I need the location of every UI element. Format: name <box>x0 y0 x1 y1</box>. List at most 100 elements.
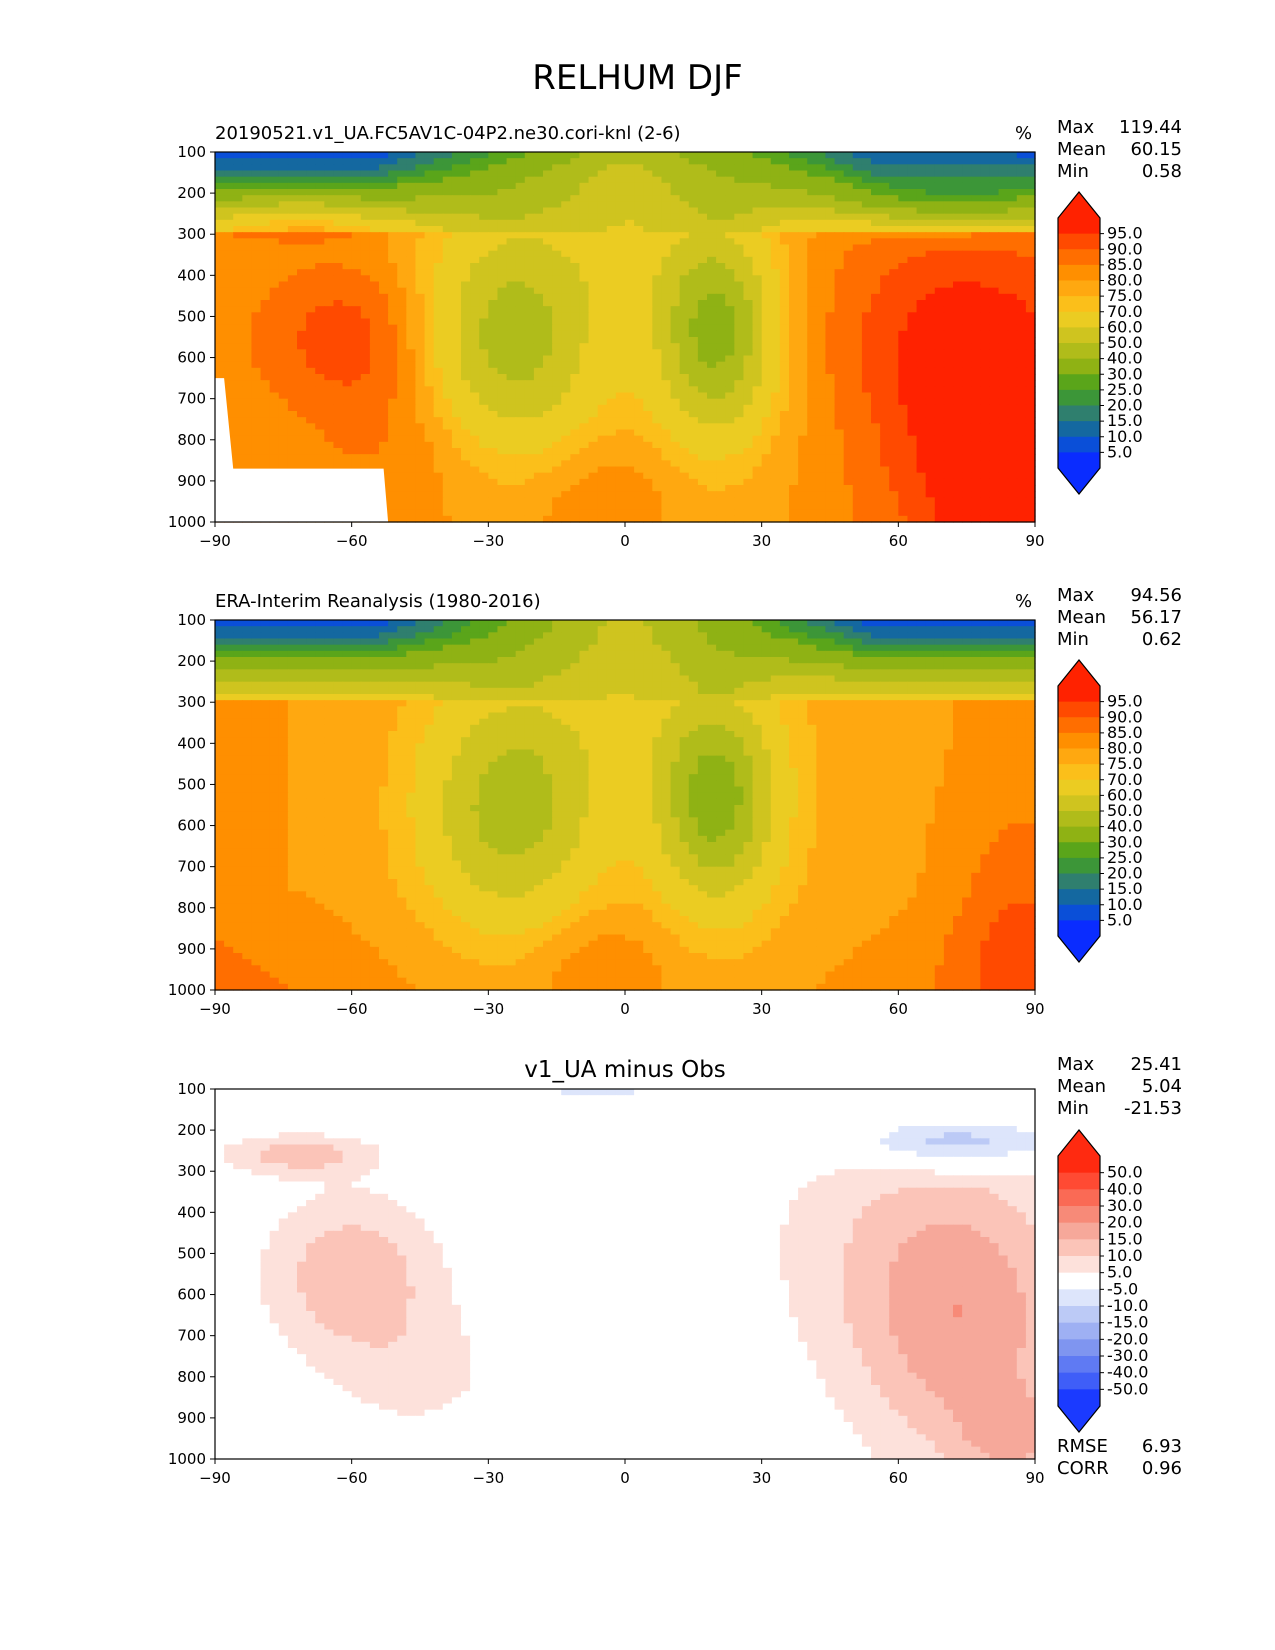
y-tick-label: 100 <box>177 611 206 629</box>
x-tick-label: −30 <box>473 532 505 550</box>
panel-1-title: 20190521.v1_UA.FC5AV1C-04P2.ne30.cori-kn… <box>215 123 681 144</box>
colorbar-label: 75.0 <box>1107 754 1143 773</box>
y-tick-label: 200 <box>177 1121 206 1139</box>
y-tick-label: 400 <box>177 734 206 752</box>
colorbar-segment <box>1058 343 1100 360</box>
colorbar-segment <box>1058 701 1100 718</box>
colorbar-segment <box>1058 904 1100 921</box>
colorbar-segment <box>1058 1239 1100 1257</box>
colorbar-label: 25.0 <box>1107 380 1143 399</box>
topography-mask <box>215 378 389 522</box>
colorbar-segment <box>1058 358 1100 375</box>
colorbar-segment <box>1058 296 1100 313</box>
colorbar-label: 80.0 <box>1107 739 1143 758</box>
panel-1-units: % <box>1015 123 1033 144</box>
colorbar-label: 30.0 <box>1107 1196 1143 1215</box>
colorbar-segment <box>1058 1372 1100 1390</box>
colorbar-label: 15.0 <box>1107 1229 1143 1248</box>
colorbar-segment <box>1058 452 1100 469</box>
panel-3-stat-max: Max 25.41 <box>1057 1054 1182 1075</box>
colorbar-segment <box>1058 779 1100 796</box>
colorbar-under-extension <box>1058 1406 1100 1432</box>
colorbar-segment <box>1058 811 1100 828</box>
y-tick-label: 300 <box>177 1162 206 1180</box>
y-tick-label: 100 <box>177 1080 206 1098</box>
colorbar-label: 60.0 <box>1107 785 1143 804</box>
colorbar-segment <box>1058 1272 1100 1290</box>
colorbar-label: 30.0 <box>1107 832 1143 851</box>
colorbar-label: 5.0 <box>1107 1263 1132 1282</box>
colorbar-label: 20.0 <box>1107 864 1143 883</box>
colorbar-segment <box>1058 1389 1100 1407</box>
y-tick-label: 200 <box>177 652 206 670</box>
colorbar-label: 70.0 <box>1107 770 1143 789</box>
colorbar-label: 85.0 <box>1107 723 1143 742</box>
panel-2-stat-mean: Mean 56.17 <box>1057 607 1182 628</box>
colorbar-label: -15.0 <box>1107 1313 1148 1332</box>
y-tick-label: 700 <box>177 1327 206 1345</box>
x-tick-label: −30 <box>473 1000 505 1018</box>
colorbar-label: 40.0 <box>1107 349 1143 368</box>
y-tick-label: 1000 <box>168 513 206 531</box>
panel-3-metrics: RMSE 6.93 CORR 0.96 <box>1057 1436 1182 1480</box>
contour-field <box>215 1089 1036 1460</box>
panel-1-stat-min: Min 0.58 <box>1057 161 1182 182</box>
y-tick-label: 600 <box>177 349 206 367</box>
colorbar-label: 15.0 <box>1107 411 1143 430</box>
y-tick-label: 600 <box>177 817 206 835</box>
colorbar-over-extension <box>1058 1130 1100 1156</box>
colorbar-label: -50.0 <box>1107 1379 1148 1398</box>
colorbar-label: 95.0 <box>1107 224 1143 243</box>
colorbar-under-extension <box>1058 468 1100 494</box>
colorbar-segment <box>1058 249 1100 266</box>
colorbar-segment <box>1058 857 1100 875</box>
x-tick-label: −90 <box>199 1000 231 1018</box>
panel-2-stats: Max 94.56 Mean 56.17 Min 0.62 <box>1057 585 1182 651</box>
x-tick-label: −90 <box>199 1469 231 1487</box>
panel-2-title: ERA-Interim Reanalysis (1980-2016) <box>215 591 541 612</box>
colorbar-label: 50.0 <box>1107 1163 1143 1182</box>
colorbar-segment <box>1058 826 1100 843</box>
contour-field <box>215 620 1036 991</box>
colorbar-segment <box>1058 842 1100 859</box>
colorbar-segment <box>1058 405 1100 422</box>
colorbar-segment <box>1058 1322 1100 1340</box>
colorbar-label: 70.0 <box>1107 302 1143 321</box>
y-tick-label: 300 <box>177 225 206 243</box>
y-tick-label: 800 <box>177 431 206 449</box>
y-tick-label: 200 <box>177 184 206 202</box>
colorbar-label: -30.0 <box>1107 1346 1148 1365</box>
x-tick-label: −90 <box>199 532 231 550</box>
colorbar-segment <box>1058 1206 1100 1224</box>
colorbar-label: 20.0 <box>1107 1213 1143 1232</box>
colorbar-label: 80.0 <box>1107 271 1143 290</box>
y-tick-label: 500 <box>177 307 206 325</box>
colorbar-segment <box>1058 374 1100 391</box>
panel-1-colorbar: 95.090.085.080.075.070.060.050.040.030.0… <box>1057 191 1143 495</box>
colorbar-segment <box>1058 1339 1100 1357</box>
colorbar-segment <box>1058 264 1100 282</box>
colorbar-segment <box>1058 1172 1100 1190</box>
colorbar-label: 85.0 <box>1107 255 1143 274</box>
colorbar-segment <box>1058 717 1100 734</box>
x-tick-label: 0 <box>620 532 630 550</box>
panel-1-stat-max: Max 119.44 <box>1057 117 1182 138</box>
x-tick-label: 90 <box>1025 532 1044 550</box>
colorbar-label: 20.0 <box>1107 396 1143 415</box>
x-tick-label: 30 <box>752 1469 771 1487</box>
y-tick-label: 1000 <box>168 981 206 999</box>
colorbar-label: 40.0 <box>1107 817 1143 836</box>
y-tick-label: 400 <box>177 266 206 284</box>
x-tick-label: 90 <box>1025 1000 1044 1018</box>
colorbar-label: 95.0 <box>1107 692 1143 711</box>
contour-field <box>215 152 1036 523</box>
colorbar-segment <box>1058 218 1100 235</box>
colorbar-under-extension <box>1058 936 1100 962</box>
colorbar-label: 90.0 <box>1107 707 1143 726</box>
x-tick-label: 60 <box>889 1000 908 1018</box>
colorbar-outline <box>1057 659 1101 963</box>
colorbar-label: 75.0 <box>1107 286 1143 305</box>
panel-2-contour-plot: −90 −60 −30 0 30 60 90 100 200 300 400 500 600 700 800… <box>168 611 1045 1018</box>
x-tick-label: −60 <box>336 1000 368 1018</box>
y-tick-label: 900 <box>177 1409 206 1427</box>
